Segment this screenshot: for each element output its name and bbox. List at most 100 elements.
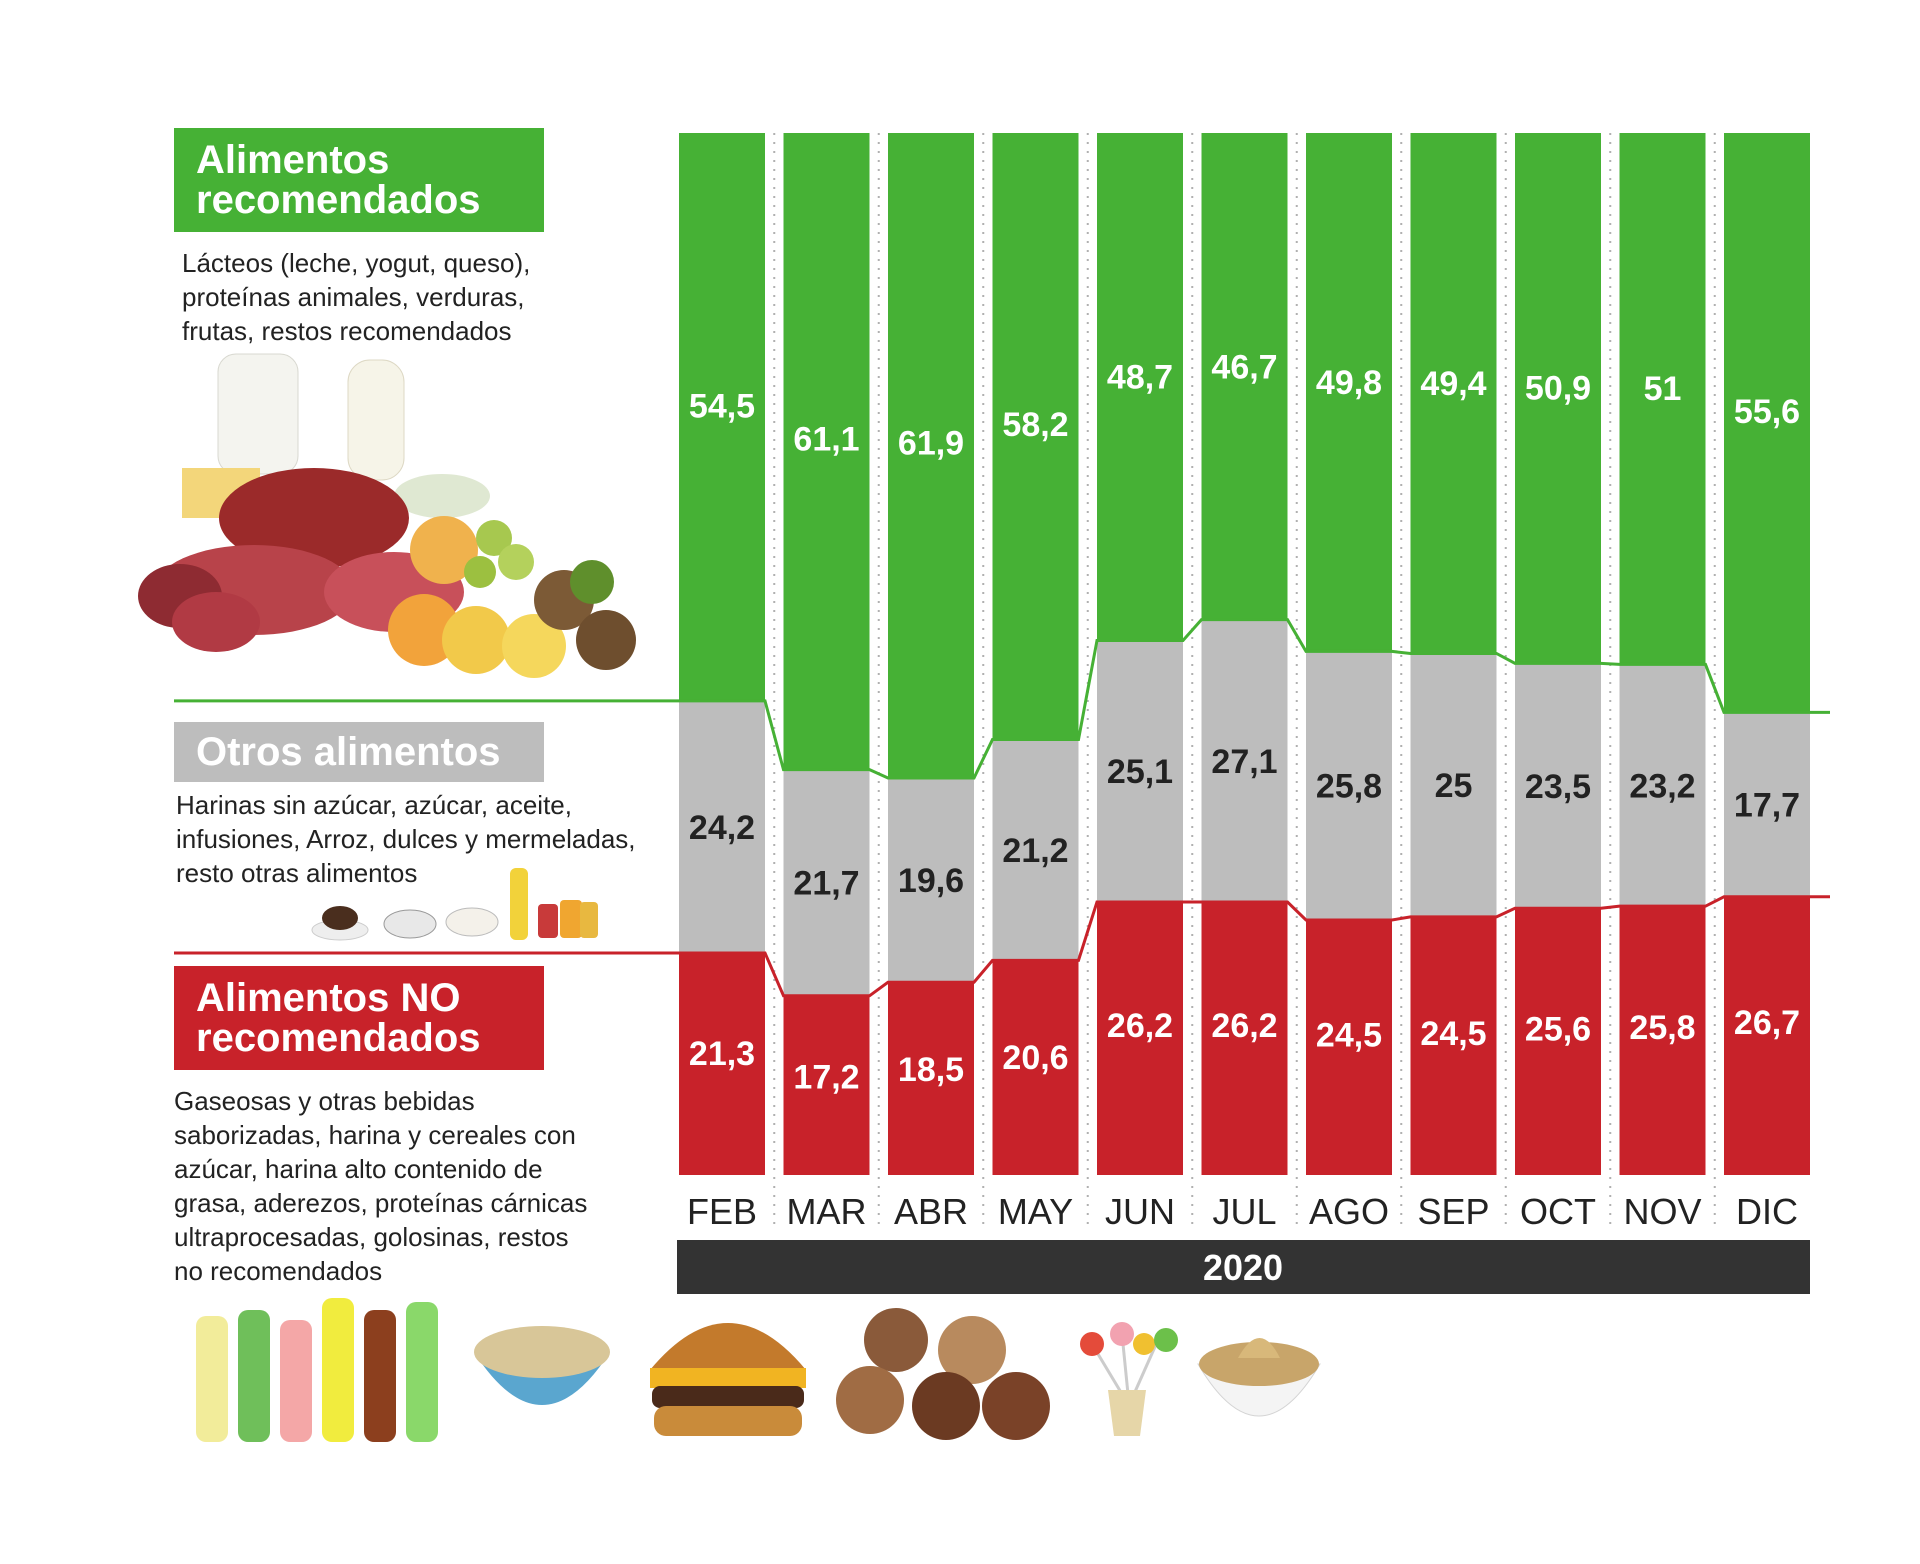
bar-segment-no-recomendados <box>1410 916 1497 1175</box>
bar-segment-recomendados <box>1201 133 1288 620</box>
data-label-no-recomendados: 21,3 <box>689 1035 755 1073</box>
bar-segment-otros <box>888 777 974 983</box>
legend-no-recomendados-title: Alimentos NO recomendados <box>196 976 481 1060</box>
data-label-no-recomendados: 26,2 <box>1107 1007 1173 1045</box>
burger-illustration <box>650 1323 806 1436</box>
data-label-no-recomendados: 25,6 <box>1525 1010 1591 1048</box>
data-label-no-recomendados: 25,8 <box>1629 1009 1695 1047</box>
bar-segment-otros <box>1619 664 1706 907</box>
bar-segment-recomendados <box>992 133 1079 740</box>
lollipops-illustration <box>1080 1322 1178 1436</box>
data-label-otros: 21,2 <box>1002 832 1068 870</box>
bar-segment-otros <box>1306 651 1392 920</box>
bar-segment-no-recomendados <box>1515 908 1601 1175</box>
dairy-meat-fruit-illustration <box>138 353 636 678</box>
data-label-recomendados: 55,6 <box>1734 393 1800 431</box>
legend-otros-title: Otros alimentos <box>196 730 501 774</box>
legend-recomendados-box: Alimentos recomendados <box>174 128 544 232</box>
data-label-no-recomendados: 24,5 <box>1316 1017 1382 1055</box>
bar-segment-recomendados <box>1410 133 1497 654</box>
bar-segment-no-recomendados <box>1306 919 1392 1175</box>
bar-segment-recomendados <box>679 133 765 701</box>
data-label-recomendados: 58,2 <box>1002 406 1068 444</box>
data-label-no-recomendados: 24,5 <box>1420 1015 1486 1053</box>
bar-segment-recomendados <box>1306 133 1392 652</box>
data-labels-layer: 54,5 24,2 21,3 61,1 21,7 17,2 61,9 19,6 18,5 58,2… <box>689 349 1800 1097</box>
bar-segment-otros <box>1201 619 1288 902</box>
data-label-no-recomendados: 26,7 <box>1734 1004 1800 1042</box>
bar-segment-no-recomendados <box>679 953 765 1175</box>
data-label-recomendados: 46,7 <box>1211 349 1277 387</box>
bar-segment-otros <box>679 700 765 954</box>
data-label-otros: 17,7 <box>1734 787 1800 825</box>
x-tick-label: ABR <box>894 1191 968 1232</box>
data-label-otros: 25 <box>1435 767 1473 805</box>
legend-no-recomendados-box: Alimentos NO recomendados <box>174 966 544 1070</box>
data-label-recomendados: 54,5 <box>689 388 755 426</box>
data-label-otros: 27,1 <box>1211 743 1277 781</box>
bar-segment-no-recomendados <box>992 960 1079 1175</box>
bar-segment-recomendados <box>1724 133 1810 713</box>
bar-segment-no-recomendados <box>783 995 870 1175</box>
data-label-no-recomendados: 26,2 <box>1211 1007 1277 1045</box>
x-tick-label: MAY <box>998 1191 1073 1232</box>
pantry-items-illustration <box>311 868 598 941</box>
data-label-otros: 25,8 <box>1316 768 1382 806</box>
bars-layer <box>679 133 1810 1228</box>
bar-segment-otros <box>1097 640 1183 902</box>
data-label-otros: 24,2 <box>689 809 755 847</box>
soda-bottles-illustration <box>196 1298 438 1442</box>
x-tick-label: JUN <box>1105 1191 1175 1232</box>
year-band <box>677 1240 1810 1294</box>
legend-otros-description: Harinas sin azúcar, azúcar, aceite, infu… <box>176 790 636 888</box>
bar-segment-otros <box>1724 712 1810 897</box>
data-label-recomendados: 48,7 <box>1107 359 1173 397</box>
dressing-bowl-illustration <box>1197 1338 1321 1417</box>
bar-segment-recomendados <box>1097 133 1183 641</box>
year-label: 2020 <box>1203 1247 1283 1288</box>
legend-recomendados-description: Lácteos (leche, yogut, queso), proteínas… <box>182 248 531 346</box>
data-label-recomendados: 61,9 <box>898 425 964 463</box>
x-tick-label: MAR <box>787 1191 867 1232</box>
bar-segment-recomendados <box>1619 133 1706 665</box>
x-tick-label: OCT <box>1520 1191 1596 1232</box>
bar-segment-recomendados <box>1515 133 1601 664</box>
bar-segment-no-recomendados <box>1619 906 1706 1175</box>
bar-segment-no-recomendados <box>1201 901 1288 1175</box>
x-tick-label: DIC <box>1736 1191 1798 1232</box>
bar-segment-no-recomendados <box>1097 901 1183 1175</box>
x-tick-label: NOV <box>1623 1191 1701 1232</box>
data-label-otros: 25,1 <box>1107 753 1173 791</box>
data-label-otros: 23,2 <box>1629 767 1695 805</box>
bar-segment-otros <box>1410 653 1497 917</box>
data-label-recomendados: 51 <box>1644 370 1682 408</box>
data-label-no-recomendados: 20,6 <box>1002 1039 1068 1077</box>
data-label-no-recomendados: 18,5 <box>898 1051 964 1089</box>
data-label-otros: 21,7 <box>793 865 859 903</box>
cereal-bowl-illustration <box>474 1326 610 1405</box>
data-label-otros: 23,5 <box>1525 768 1591 806</box>
data-label-no-recomendados: 17,2 <box>793 1058 859 1096</box>
data-label-recomendados: 49,4 <box>1420 365 1486 403</box>
legend-no-recomendados-description: Gaseosas y otras bebidas saborizadas, ha… <box>174 1086 588 1286</box>
connector-line-green <box>174 618 1830 780</box>
bar-segment-otros <box>1515 663 1601 909</box>
data-label-recomendados: 50,9 <box>1525 370 1591 408</box>
x-tick-label: SEP <box>1417 1191 1489 1232</box>
x-tick-label: FEB <box>687 1191 757 1232</box>
bar-segment-otros <box>992 739 1079 961</box>
data-label-recomendados: 61,1 <box>793 421 859 459</box>
connector-lines <box>174 618 1830 998</box>
bar-segment-no-recomendados <box>1724 896 1810 1175</box>
legend-otros-box: Otros alimentos <box>174 722 544 782</box>
bar-segment-no-recomendados <box>888 982 974 1175</box>
x-axis-labels: FEB MAR ABR MAY JUN JUL AGO SEP OCT NOV DIC <box>687 1191 1798 1232</box>
x-tick-label: AGO <box>1309 1191 1389 1232</box>
x-tick-label: JUL <box>1212 1191 1276 1232</box>
bar-segment-recomendados <box>783 133 870 770</box>
legend-recomendados-title: Alimentos recomendados <box>196 138 481 222</box>
chocolates-illustration <box>836 1308 1050 1440</box>
connector-line-red <box>174 895 1830 998</box>
bar-segment-recomendados <box>888 133 974 778</box>
